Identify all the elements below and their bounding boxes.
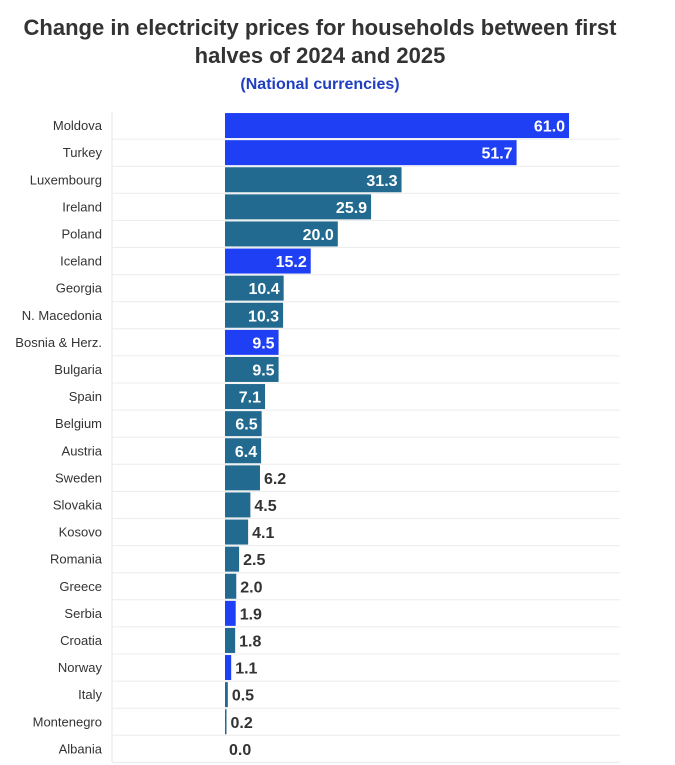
- gridlines: [111, 112, 620, 763]
- category-label: Kosovo: [59, 525, 102, 540]
- value-label: 6.2: [264, 471, 286, 488]
- value-label: 10.3: [248, 308, 279, 325]
- bar-norway: [225, 655, 232, 681]
- bar-belgium: [225, 411, 262, 437]
- bar-sweden: [225, 465, 260, 491]
- bar-bosnia-herz-: [225, 329, 279, 355]
- value-label: 9.5: [252, 362, 274, 379]
- category-label: Montenegro: [33, 714, 102, 729]
- chart-title: Change in electricity prices for househo…: [23, 15, 617, 68]
- category-label: Sweden: [55, 470, 102, 485]
- bars: [225, 113, 570, 735]
- value-label: 61.0: [534, 119, 565, 136]
- bar-poland: [225, 221, 338, 247]
- value-label: 51.7: [481, 146, 512, 163]
- value-label: 1.1: [235, 661, 257, 678]
- value-label: 1.8: [239, 633, 261, 650]
- bar-italy: [225, 682, 228, 708]
- value-label: 2.0: [240, 579, 262, 596]
- value-label: 4.5: [254, 498, 276, 515]
- category-label: Croatia: [60, 633, 103, 648]
- value-label: 2.5: [243, 552, 265, 569]
- bar-n-macedonia: [225, 302, 284, 328]
- bar-spain: [225, 384, 266, 410]
- category-label: Belgium: [55, 416, 102, 431]
- category-label: Greece: [59, 579, 102, 594]
- category-label: Bulgaria: [54, 362, 102, 377]
- bar-croatia: [225, 627, 236, 653]
- value-label: 25.9: [336, 200, 367, 217]
- value-label: 9.5: [252, 335, 274, 352]
- value-label: 4.1: [252, 525, 274, 542]
- bar-georgia: [225, 275, 284, 301]
- bar-moldova: [225, 113, 570, 139]
- category-label: Bosnia & Herz.: [15, 335, 102, 350]
- value-labels: 61.0 51.7 31.3 25.920.0 15.2 10.4 10.3 9.5 9.5 7.…: [229, 119, 565, 759]
- category-label: Albania: [59, 741, 103, 756]
- category-label: Norway: [58, 660, 103, 675]
- category-label: Italy: [78, 687, 102, 702]
- bar-romania: [225, 546, 240, 572]
- category-label: Moldova: [53, 118, 103, 133]
- category-label: Romania: [50, 552, 103, 567]
- value-label: 6.5: [235, 417, 257, 434]
- bar-serbia: [225, 600, 236, 626]
- value-label: 31.3: [366, 173, 397, 190]
- bar-luxembourg: [225, 167, 402, 193]
- category-label: Iceland: [60, 254, 102, 269]
- bar-ireland: [225, 194, 372, 220]
- value-label: 10.4: [249, 281, 280, 298]
- bar-austria: [225, 438, 262, 464]
- bar-kosovo: [225, 519, 249, 545]
- bar-iceland: [225, 248, 311, 274]
- bar-montenegro: [225, 709, 227, 735]
- value-label: 6.4: [235, 444, 257, 461]
- category-labels: Moldova Turkey Luxembourg Ireland Poland Icel…: [15, 118, 102, 756]
- value-label: 0.5: [232, 688, 254, 705]
- category-label: Turkey: [63, 145, 103, 160]
- category-label: Austria: [62, 443, 103, 458]
- bar-turkey: [225, 140, 517, 166]
- value-label: 15.2: [276, 254, 307, 271]
- category-label: Slovakia: [53, 497, 103, 512]
- category-label: Georgia: [56, 281, 103, 296]
- category-label: N. Macedonia: [22, 308, 103, 323]
- value-label: 1.9: [240, 606, 262, 623]
- category-label: Luxembourg: [30, 172, 102, 187]
- chart-subtitle: (National currencies): [240, 76, 400, 93]
- bar-bulgaria: [225, 356, 279, 382]
- value-label: 0.2: [231, 715, 253, 732]
- category-label: Spain: [69, 389, 102, 404]
- bar-slovakia: [225, 492, 251, 518]
- value-label: 7.1: [239, 390, 261, 407]
- bar-greece: [225, 573, 237, 599]
- category-label: Ireland: [62, 199, 102, 214]
- category-label: Poland: [62, 226, 102, 241]
- value-label: 20.0: [303, 227, 334, 244]
- value-label: 0.0: [229, 742, 251, 759]
- category-label: Serbia: [64, 606, 102, 621]
